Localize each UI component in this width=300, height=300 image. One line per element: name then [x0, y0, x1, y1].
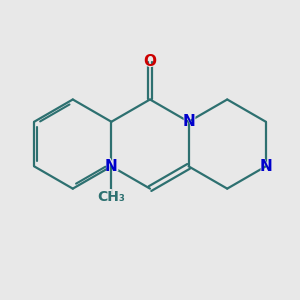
Text: N: N	[182, 114, 195, 129]
Text: CH₃: CH₃	[98, 190, 125, 204]
Text: N: N	[105, 159, 118, 174]
Text: N: N	[258, 157, 273, 175]
Text: O: O	[143, 54, 157, 69]
Text: N: N	[104, 157, 119, 175]
Text: O: O	[142, 52, 158, 70]
Text: CH₃: CH₃	[95, 188, 128, 206]
Text: N: N	[181, 113, 196, 131]
Text: N: N	[260, 159, 272, 174]
